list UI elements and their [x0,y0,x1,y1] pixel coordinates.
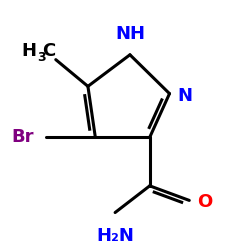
Text: C: C [42,42,56,60]
Text: Br: Br [11,128,34,146]
Text: 3: 3 [37,51,46,64]
Text: NH: NH [115,25,145,43]
Text: O: O [197,192,212,210]
Text: N: N [177,87,192,105]
Text: H₂N: H₂N [96,227,134,245]
Text: H: H [21,42,36,60]
